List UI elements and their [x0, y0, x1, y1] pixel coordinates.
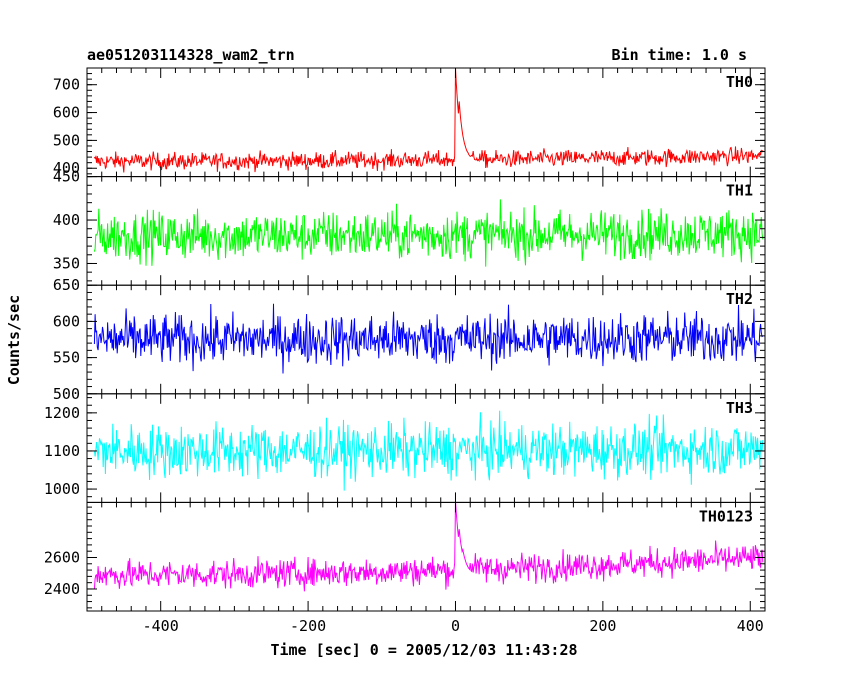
y-tick-label: 400	[53, 211, 80, 229]
panel-th0123: 2400 2600 TH0123	[44, 501, 766, 612]
panel-name-label: TH1	[726, 182, 753, 200]
series-line-th0	[93, 68, 764, 173]
y-tick-label: 500	[53, 385, 80, 403]
y-tick-label: 2600	[44, 548, 80, 566]
x-tick-label: 0	[451, 617, 460, 635]
series-line-th3	[93, 410, 764, 491]
y-tick-label: 450	[53, 168, 80, 186]
y-tick-label: 350	[53, 254, 80, 272]
y-tick-label: 650	[53, 276, 80, 294]
y-tick-label: 700	[53, 76, 80, 94]
x-axis-label: Time [sec] 0 = 2005/12/03 11:43:28	[270, 641, 577, 659]
bin-time-label: Bin time: 1.0 s	[612, 46, 747, 64]
y-tick-label: 400	[53, 159, 80, 177]
x-tick-label: 400	[737, 617, 764, 635]
y-tick-label: 1000	[44, 480, 80, 498]
y-tick-label: 600	[53, 312, 80, 330]
y-tick-label: 500	[53, 131, 80, 149]
y-tick-label: 2400	[44, 580, 80, 598]
series-line-th2	[93, 303, 764, 374]
y-tick-label: 600	[53, 104, 80, 122]
panel-frame	[86, 501, 766, 612]
series-line-th1	[93, 199, 764, 267]
panel-name-label: TH2	[726, 290, 753, 308]
y-tick-label: 1200	[44, 404, 80, 422]
panel-th0: 400 500 600 700 TH0	[53, 67, 766, 177]
panel-name-label: TH0123	[699, 507, 753, 525]
y-tick-label: 550	[53, 349, 80, 367]
panel-name-label: TH0	[726, 73, 753, 91]
panel-th1: 350 400 450 TH1	[53, 168, 766, 286]
chart-title: ae051203114328_wam2_trn	[87, 46, 295, 64]
panel-th2: 500 550 600 650 TH2	[53, 276, 766, 403]
y-axis-label: Counts/sec	[5, 295, 23, 385]
x-tick-label: 200	[589, 617, 616, 635]
panel-name-label: TH3	[726, 399, 753, 417]
y-tick-label: 1100	[44, 442, 80, 460]
x-tick-label: -400	[143, 617, 179, 635]
x-tick-label: -200	[290, 617, 326, 635]
panel-th3: 1000 1100 1200 TH3	[44, 393, 766, 503]
series-line-th0123	[93, 502, 764, 592]
